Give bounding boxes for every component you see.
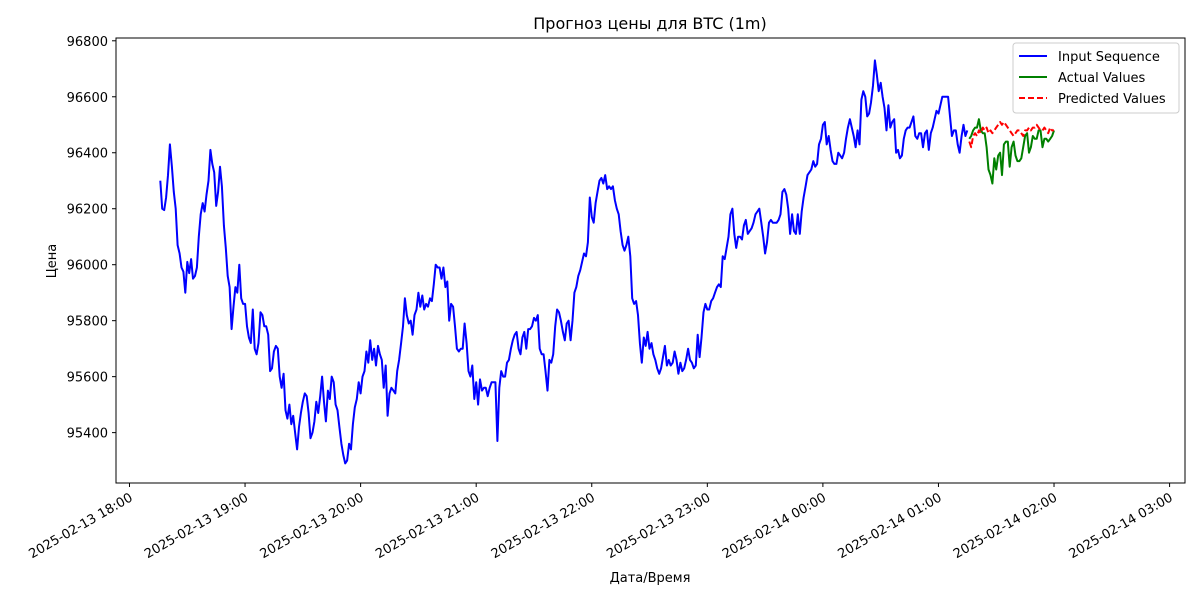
y-tick-label: 96000 [67,259,108,274]
legend-label-actual-values: Actual Values [1058,71,1146,86]
y-tick-label: 96800 [67,35,108,50]
legend-label-predicted-values: Predicted Values [1058,92,1166,107]
y-tick-label: 96400 [67,147,108,162]
y-tick-label: 95600 [67,371,108,386]
y-tick-label: 96600 [67,91,108,106]
legend-label-input-sequence: Input Sequence [1058,50,1160,65]
chart-title: Прогноз цены для BTC (1m) [533,14,766,33]
legend-box [1012,42,1180,114]
legend: Input Sequence Actual Values Predicted Val… [1012,42,1180,114]
actual-values-line [968,118,1055,185]
y-tick-label: 96200 [67,203,108,218]
x-axis-label: Дата/Время [610,571,691,586]
y-axis-label: Цена [45,244,60,279]
input-sequence-line [159,59,969,465]
y-axis: 95400 95600 95800 96000 96200 96400 96600 96800 [67,35,116,442]
series-layer [159,59,1055,465]
plot-frame [115,37,1186,484]
y-tick-label: 95400 [67,427,108,442]
plot-area [115,37,1186,484]
predicted-values-line [968,121,1054,149]
y-tick-label: 95800 [67,315,108,330]
plot-background [116,38,1185,483]
